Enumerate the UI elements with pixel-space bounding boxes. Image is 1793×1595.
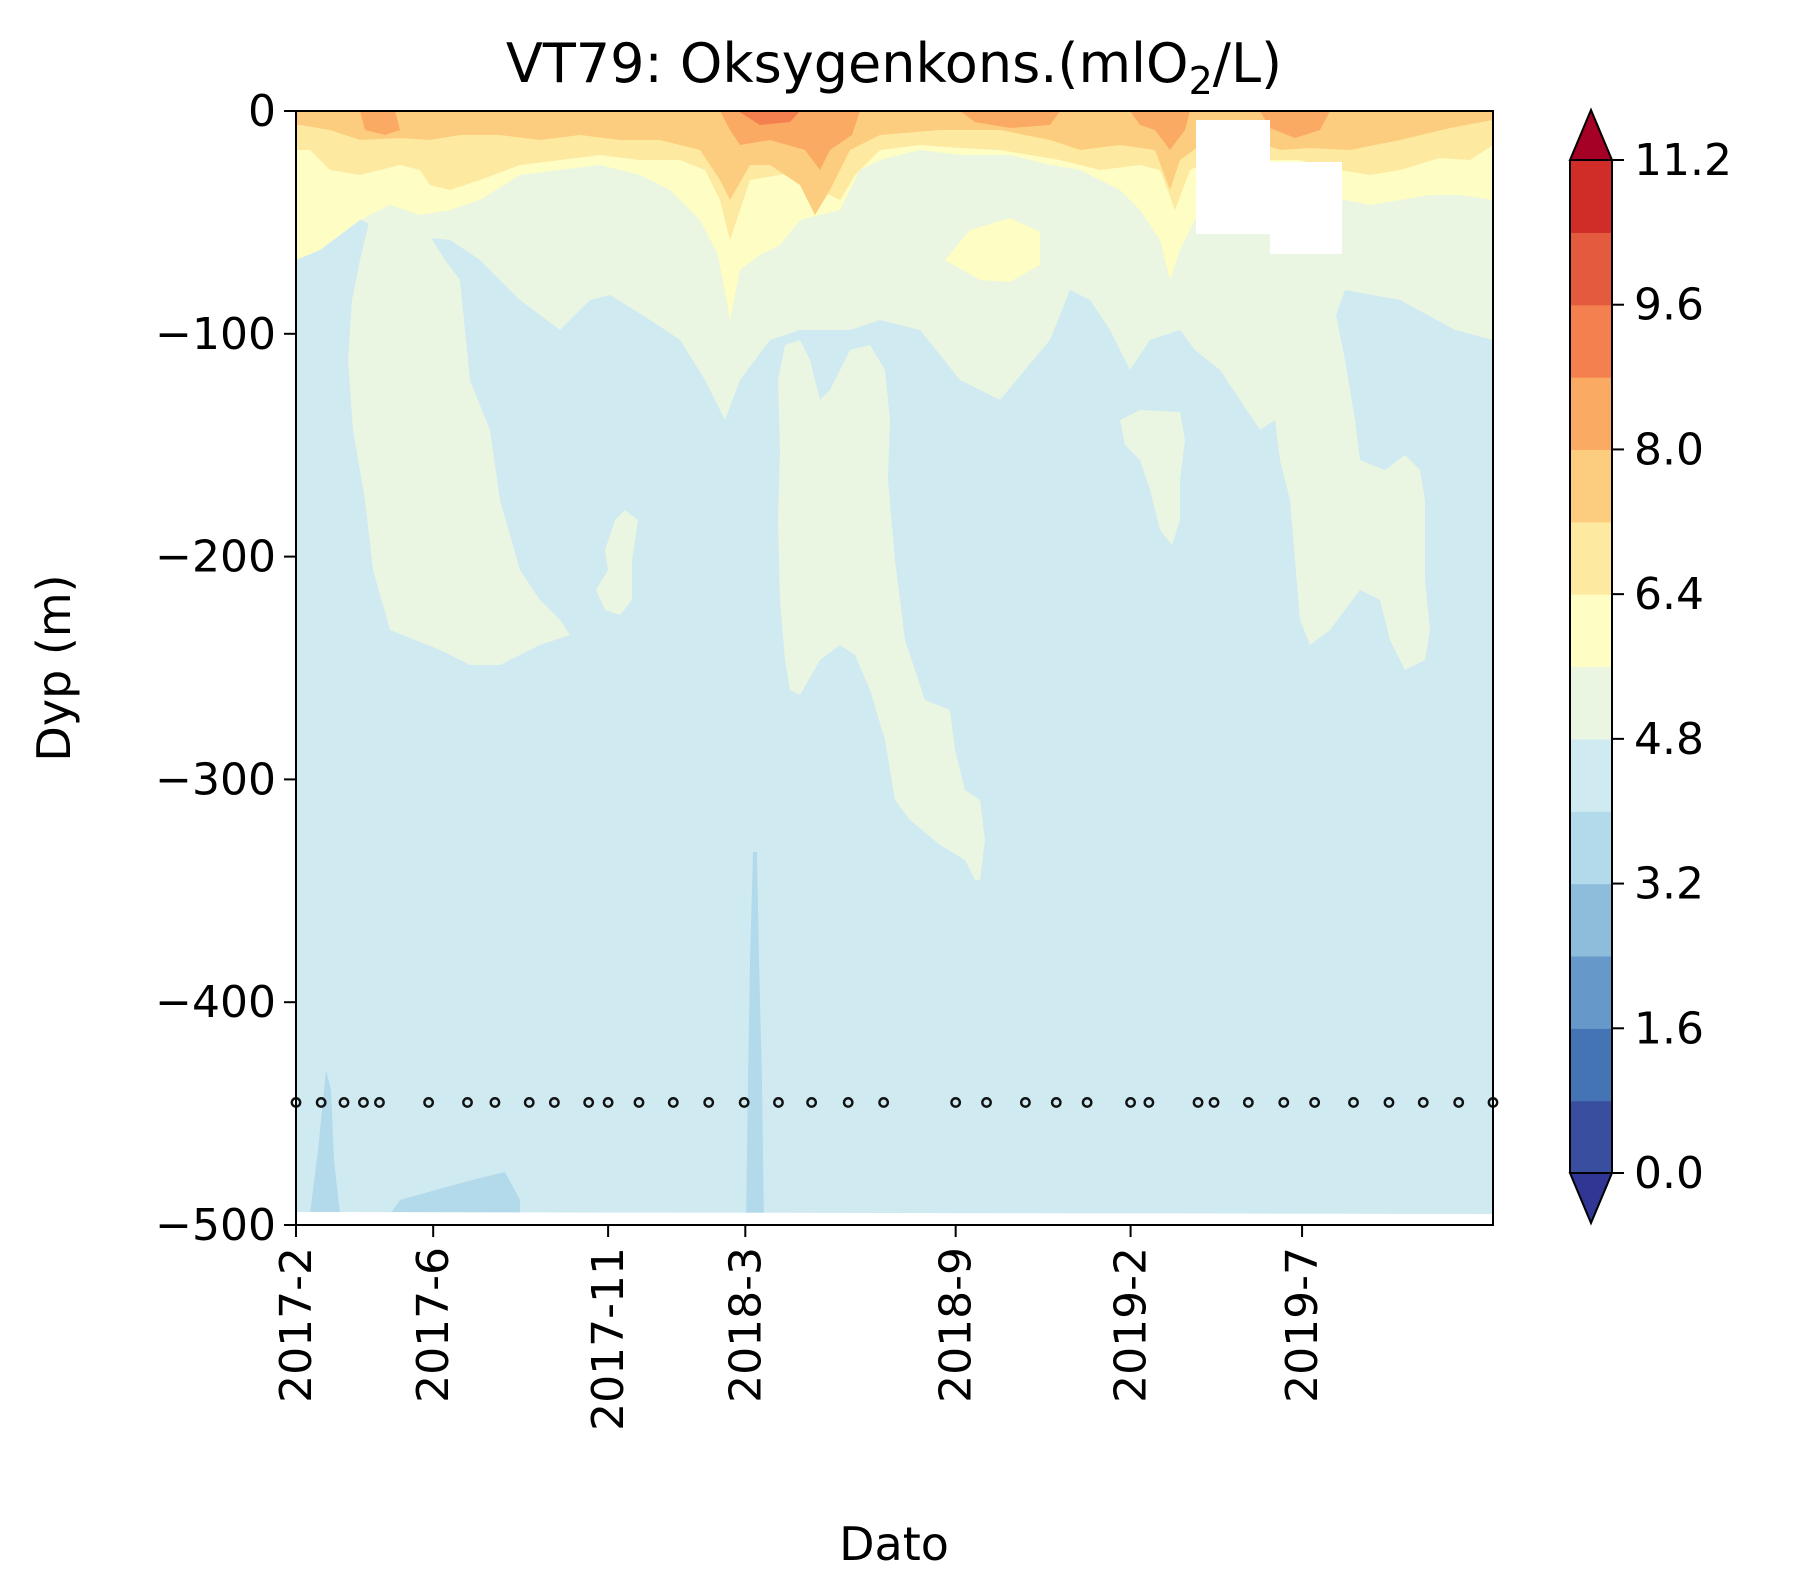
sample-marker [1125, 1097, 1136, 1108]
x-tick-label: 2018-9 [931, 1247, 982, 1403]
colorbar-band [1570, 1100, 1612, 1174]
intrusion-2017-12 [596, 510, 638, 615]
x-axis: 2017-2 2017-6 2017-11 2018-3 2018-9 2019-2 201… [271, 1225, 1328, 1431]
surface-max-8p8-9p6 [738, 111, 800, 125]
y-axis-label: Dyp (m) [27, 574, 81, 761]
sample-marker [950, 1097, 962, 1108]
missing-data-block-2 [1270, 162, 1342, 254]
sample-marker [523, 1097, 535, 1108]
missing-data-bottom [296, 1212, 1493, 1225]
y-axis: 0 −100 −200 −300 −400 −500 [155, 86, 296, 1251]
sample-marker [1143, 1097, 1155, 1108]
sample-marker [981, 1097, 992, 1108]
x-tick-label: 2017-2 [271, 1247, 322, 1403]
intrusion-2019 [1275, 290, 1430, 670]
sample-marker [462, 1097, 473, 1108]
colorbar-tick-label: 6.4 [1634, 569, 1704, 620]
surface-patch-2018-9 [945, 218, 1040, 282]
surface-max-2018-late [960, 111, 1060, 128]
colorbar-tick-label: 3.2 [1634, 859, 1704, 910]
colorbar-band [1570, 521, 1612, 595]
intrusion-2018 [778, 340, 985, 880]
sample-marker [842, 1097, 854, 1108]
colorbar-tick-label: 8.0 [1634, 424, 1704, 475]
missing-data-block-1 [1196, 120, 1270, 234]
colorbar-band [1570, 377, 1612, 451]
sample-marker [1383, 1097, 1395, 1108]
colorbar-band [1570, 594, 1612, 668]
y-tick-label: −400 [155, 977, 276, 1028]
plot-frame [295, 110, 1494, 1226]
sample-marker [806, 1097, 818, 1108]
sample-marker [338, 1097, 350, 1108]
sample-marker [1192, 1097, 1204, 1108]
sample-marker [423, 1097, 435, 1108]
sample-marker [1417, 1097, 1429, 1108]
sample-marker [1081, 1097, 1093, 1108]
x-tick-label: 2019-2 [1106, 1247, 1157, 1403]
colorbar-band [1570, 738, 1612, 812]
colorbar-over-arrow [1568, 107, 1614, 161]
sample-marker [1050, 1097, 1062, 1108]
surface-max-2018-spring [720, 111, 860, 170]
sample-marker [1348, 1097, 1359, 1108]
colorbar-band [1570, 304, 1612, 378]
sample-marker [1208, 1097, 1220, 1108]
colorbar-band [1570, 449, 1612, 523]
y-tick-label: −300 [155, 754, 276, 805]
y-tick-label: −100 [155, 309, 276, 360]
sample-marker [1309, 1097, 1321, 1108]
sample-marker [703, 1097, 715, 1108]
colorbar-under-arrow [1568, 1172, 1614, 1226]
sample-marker [548, 1097, 560, 1108]
x-axis-label: Dato [839, 1517, 949, 1571]
intrusion-2018-2019-winter [1120, 410, 1185, 545]
colorbar: 0.0 1.6 3.2 4.8 6.4 8.0 9.6 11.2 [1568, 107, 1732, 1226]
colorbar-band [1570, 811, 1612, 885]
sample-marker [1020, 1097, 1031, 1108]
colorbar-band [1570, 666, 1612, 740]
intrusion-2017 [348, 150, 570, 665]
x-tick-label: 2017-6 [408, 1247, 459, 1403]
chart-title: VT79: Oksygenkons.(mlO2/L) [506, 32, 1282, 103]
y-tick-label: −500 [155, 1200, 276, 1251]
sample-marker [583, 1097, 595, 1108]
sample-marker [878, 1097, 890, 1108]
surface-max-2019-mid [1260, 111, 1330, 138]
y-tick-label: 0 [248, 86, 276, 137]
surface-max-2019-early [1130, 111, 1190, 150]
x-tick-label: 2019-7 [1277, 1247, 1328, 1403]
colorbar-tick-label: 1.6 [1634, 1003, 1704, 1054]
plot-area [296, 111, 1493, 1225]
colorbar-band [1570, 232, 1612, 306]
colorbar-tick-label: 0.0 [1634, 1148, 1704, 1199]
colorbar-band [1570, 883, 1612, 957]
bottom-low-patch-early [296, 1070, 520, 1214]
colorbar-band [1570, 160, 1612, 233]
x-tick-label: 2018-3 [720, 1247, 771, 1403]
sample-marker [374, 1097, 385, 1108]
sample-marker [315, 1097, 327, 1108]
sample-marker [633, 1097, 645, 1108]
colorbar-tick-label: 11.2 [1634, 135, 1732, 186]
x-tick-label: 2017-11 [583, 1247, 634, 1431]
colorbar-band [1570, 1028, 1612, 1102]
near-surface-7p2-8p0 [296, 111, 1493, 215]
y-tick-label: −200 [155, 532, 276, 583]
colorbar-band [1570, 955, 1612, 1029]
sample-marker [773, 1097, 784, 1108]
colorbar-tick-label: 9.6 [1634, 280, 1704, 331]
sample-marker [1453, 1097, 1465, 1108]
colorbar-tick-label: 4.8 [1634, 714, 1704, 765]
sample-marker [489, 1097, 501, 1108]
sample-marker [358, 1097, 369, 1108]
sample-marker [1242, 1097, 1254, 1108]
sample-marker [738, 1097, 750, 1108]
sample-marker [1278, 1097, 1290, 1108]
sample-marker [602, 1097, 614, 1108]
sample-marker [667, 1097, 679, 1108]
bottom-low-patch-2018-3 [746, 852, 764, 1225]
surface-max-8p0-8p8 [360, 111, 400, 135]
